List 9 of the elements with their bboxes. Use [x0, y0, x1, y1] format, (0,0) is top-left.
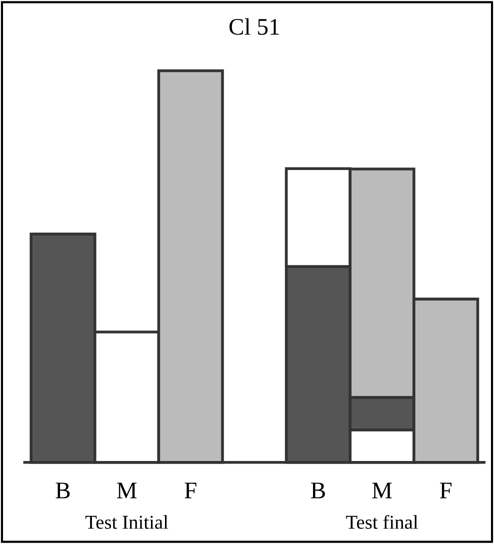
- text: Test Initial: [85, 515, 168, 529]
- x-tick-label: M: [372, 482, 392, 498]
- x-tick-label: F: [440, 482, 452, 498]
- text: Test final: [346, 514, 418, 529]
- x-tick-label: B: [311, 482, 325, 498]
- x-tick-label: B: [56, 482, 70, 498]
- x-tick-label: M: [116, 482, 137, 498]
- chart-title: Cl 51: [229, 18, 279, 35]
- x-tick-label: F: [184, 482, 196, 498]
